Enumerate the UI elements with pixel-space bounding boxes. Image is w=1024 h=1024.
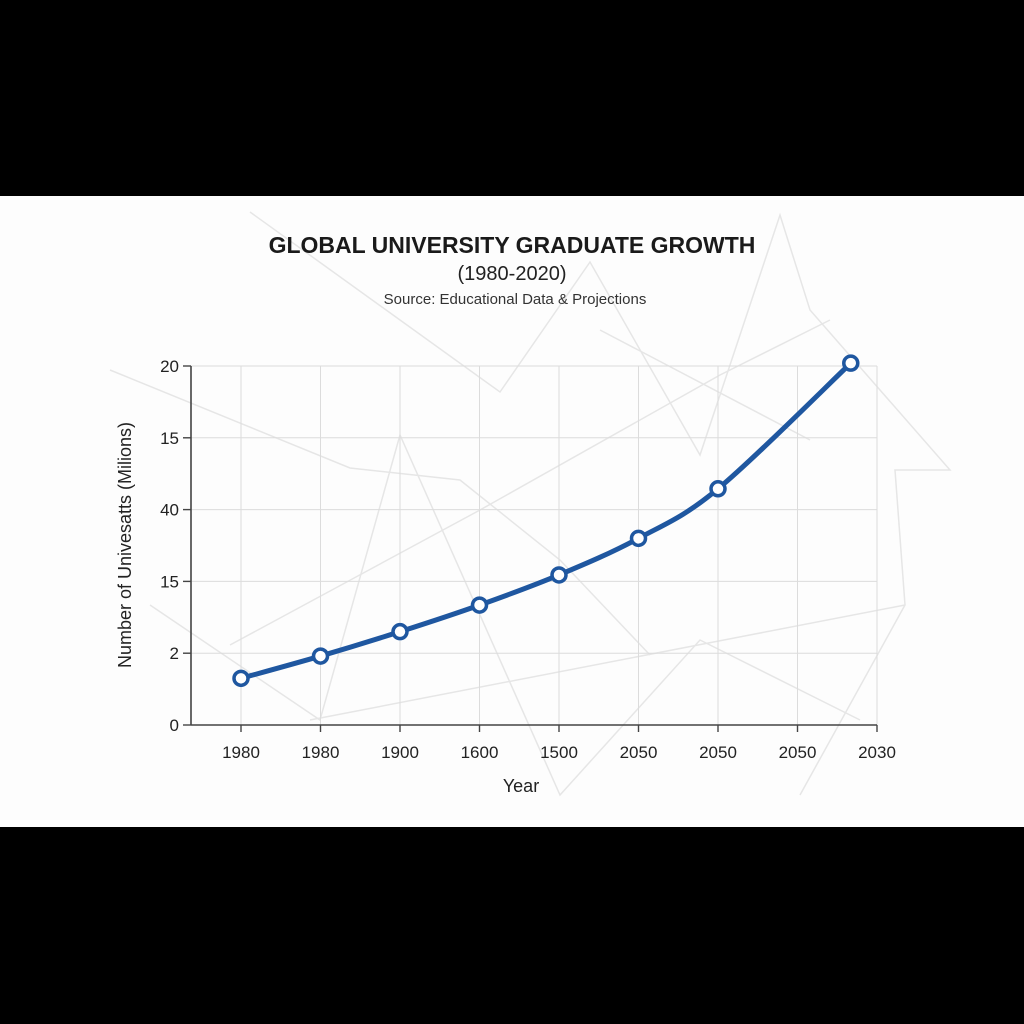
data-point (842, 354, 860, 372)
x-tick-label: 1980 (222, 743, 260, 762)
chart-subtitle: (1980-2020) (458, 263, 567, 285)
x-tick-label: 2050 (620, 743, 658, 762)
y-ticks: 0 2 15 40 15 20 (160, 357, 191, 735)
y-tick-label: 15 (160, 429, 179, 448)
y-tick-label: 20 (160, 357, 179, 376)
x-tick-label: 2030 (858, 743, 896, 762)
chart-title: GLOBAL UNIVERSITY GRADUATE GROWTH (269, 232, 756, 258)
x-tick-label: 2050 (779, 743, 817, 762)
chart-source: Source: Educational Data & Projections (384, 291, 647, 308)
x-tick-label: 1900 (381, 743, 419, 762)
data-point (550, 566, 568, 584)
background-line (109, 369, 651, 656)
x-tick-label: 1500 (540, 743, 578, 762)
axes (190, 366, 877, 726)
series-line (238, 360, 854, 681)
x-axis-label: Year (503, 776, 539, 796)
y-tick-label: 0 (170, 716, 179, 735)
background-line (229, 319, 831, 646)
data-point (470, 596, 489, 614)
y-tick-label: 40 (160, 501, 179, 520)
background-line (309, 604, 906, 721)
y-tick-label: 2 (170, 644, 179, 663)
data-point (709, 480, 727, 498)
x-tick-label: 2050 (699, 743, 737, 762)
chart-panel (0, 196, 1024, 827)
x-ticks: 1980 1980 1900 1600 1500 2050 2050 2050 2030 (222, 725, 896, 762)
series (232, 354, 860, 688)
data-point (391, 622, 409, 641)
background-line (149, 432, 861, 797)
background-line (599, 329, 811, 441)
data-point (629, 529, 648, 548)
y-axis-label: Number of Univesatts (Milions) (115, 422, 135, 668)
data-point (311, 647, 330, 665)
background-line (249, 211, 952, 796)
grid (191, 365, 878, 725)
x-tick-label: 1980 (302, 743, 340, 762)
data-point (232, 669, 250, 688)
x-tick-label: 1600 (461, 743, 499, 762)
y-tick-label: 15 (160, 572, 179, 591)
